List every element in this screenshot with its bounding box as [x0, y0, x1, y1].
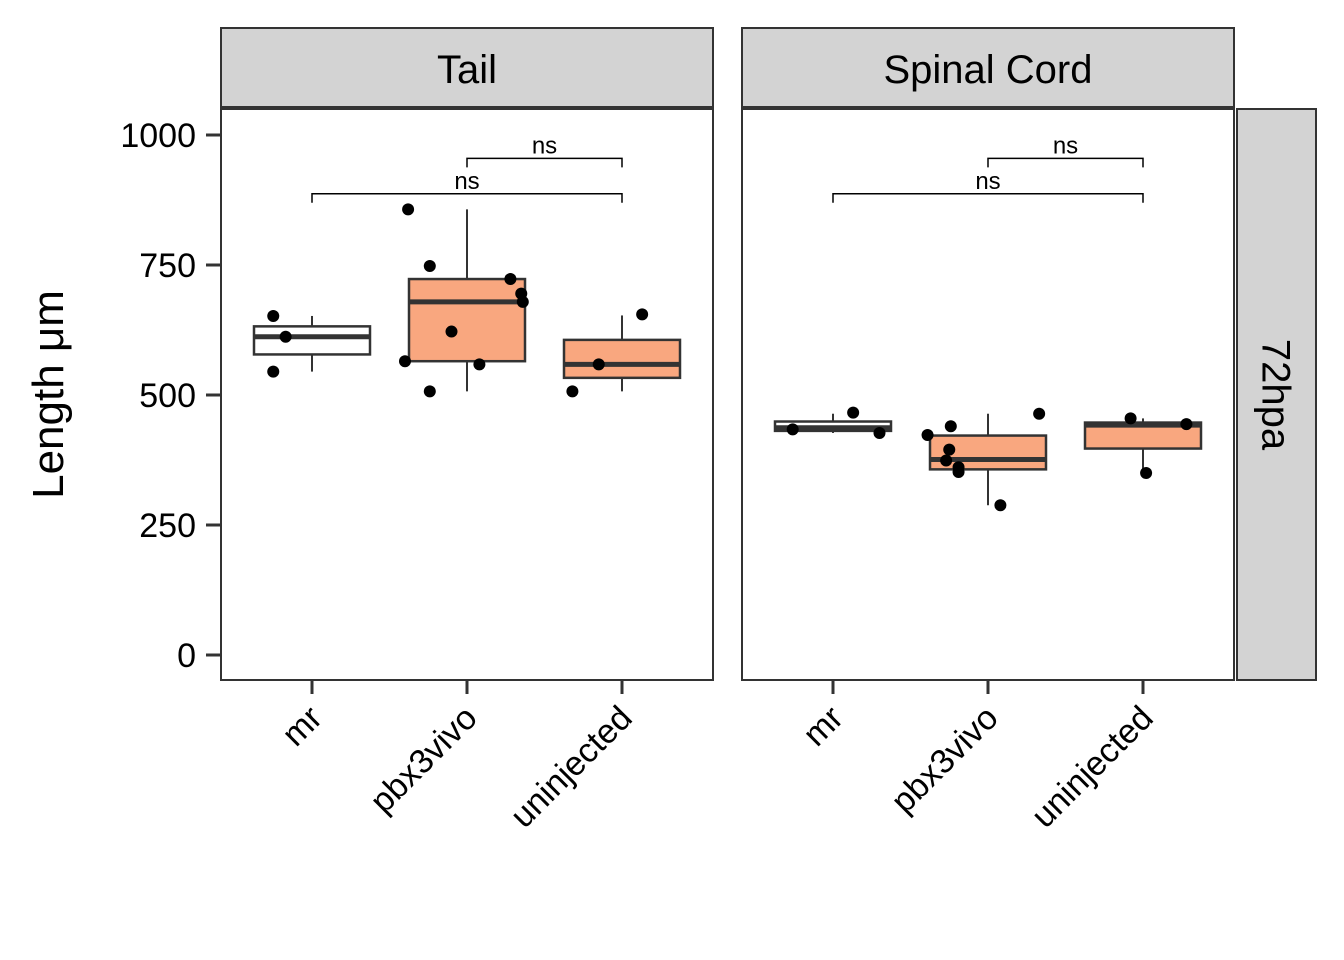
significance-label: ns	[975, 168, 1000, 195]
significance-label: ns	[1053, 132, 1078, 159]
data-point	[516, 295, 529, 308]
data-point	[1124, 412, 1137, 425]
data-point	[1033, 407, 1046, 420]
data-point	[267, 309, 280, 322]
data-point	[267, 365, 280, 378]
data-point	[402, 203, 415, 216]
x-tick-label: mr	[796, 699, 851, 754]
data-point	[279, 330, 292, 343]
significance-bracket	[311, 193, 623, 203]
y-tick-label: 0	[177, 637, 196, 675]
x-tick-label: uninjected	[1024, 699, 1160, 835]
row-facet-label: 72hpa	[1254, 339, 1298, 451]
data-point	[445, 325, 458, 338]
data-point	[473, 358, 486, 371]
facet-strip-label: Spinal Cord	[883, 48, 1092, 92]
significance-bracket	[466, 157, 623, 168]
data-point	[786, 423, 799, 436]
x-tick-label: uninjected	[503, 699, 639, 835]
x-tick-label: pbx3vivo	[884, 699, 1006, 821]
y-tick-label: 250	[139, 507, 196, 545]
facet-strip	[741, 27, 1235, 108]
iqr-box	[252, 325, 372, 356]
data-point	[944, 420, 957, 433]
panel-area	[220, 108, 714, 681]
significance-label: ns	[454, 168, 479, 195]
data-point	[636, 308, 649, 321]
y-tick-label: 1000	[120, 117, 196, 155]
significance-bracket	[832, 193, 1144, 203]
data-point	[952, 465, 965, 478]
box-uninjected	[562, 315, 682, 392]
data-point	[1180, 418, 1193, 431]
data-point	[943, 443, 956, 456]
data-point	[592, 358, 605, 371]
box-mr	[252, 315, 372, 372]
data-point	[940, 454, 953, 467]
data-point	[399, 355, 411, 368]
y-axis-title: Length μm	[24, 290, 73, 499]
significance-bracket	[987, 157, 1144, 168]
facet-strip	[220, 27, 714, 108]
panel-area	[741, 108, 1235, 681]
x-tick-label: mr	[275, 699, 330, 754]
facet-panel-spinal-cord: Spinal Cord ns ns mr pbx3vivo uninjected	[741, 27, 1235, 835]
y-tick-label: 500	[139, 377, 196, 415]
iqr-box	[562, 338, 682, 380]
data-point	[423, 385, 436, 398]
data-point	[873, 426, 886, 439]
facet-strip-label: Tail	[437, 48, 497, 92]
row-facet-strip	[1236, 108, 1317, 681]
iqr-box	[407, 277, 527, 363]
box-pbx3vivo	[407, 209, 527, 392]
data-point	[423, 260, 436, 273]
data-point	[847, 406, 860, 419]
data-point	[994, 499, 1007, 512]
data-point	[921, 429, 934, 442]
y-tick-label: 750	[139, 247, 196, 285]
data-point	[566, 385, 579, 398]
x-tick-label: pbx3vivo	[363, 699, 485, 821]
data-point	[504, 273, 517, 286]
data-point	[1140, 467, 1153, 479]
significance-label: ns	[532, 132, 557, 159]
facet-panel-tail: Tail ns ns mr pbx3vivo uninjected	[220, 27, 714, 835]
